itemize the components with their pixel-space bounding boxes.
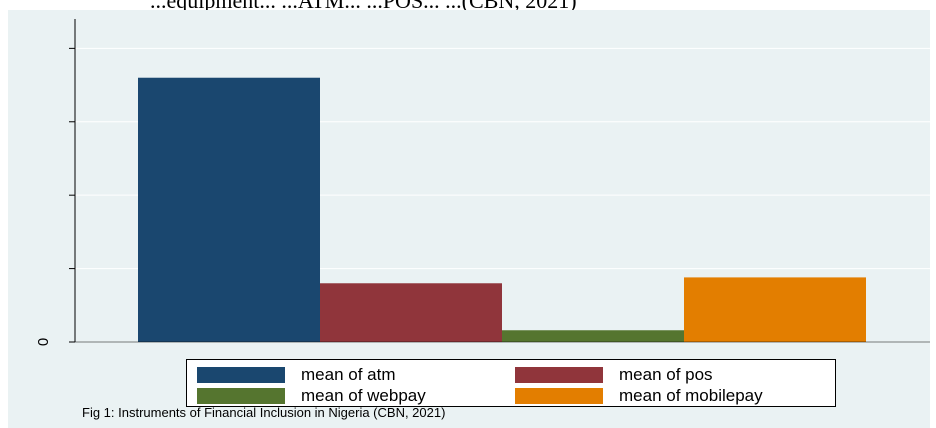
cut-off-top-text: ...equipment... ...ATM... ...POS... ...(… — [150, 0, 577, 14]
bar-mean-of-mobilepay — [684, 277, 866, 342]
legend-label-atm: mean of atm — [301, 365, 396, 384]
legend-swatch-pos — [515, 367, 603, 383]
bar-chart: 0 — [35, 19, 930, 346]
cut-off-top-text-content: ...equipment... ...ATM... ...POS... ...(… — [150, 0, 577, 13]
legend-label-mobilepay: mean of mobilepay — [619, 386, 763, 405]
legend-item-mobilepay: mean of mobilepay — [515, 386, 763, 406]
legend-item-webpay: mean of webpay — [197, 386, 426, 406]
legend-item-atm: mean of atm — [197, 365, 396, 385]
legend-swatch-mobilepay — [515, 388, 603, 404]
legend-label-webpay: mean of webpay — [301, 386, 426, 405]
chart-panel: 0 mean of atm mean of pos mean of webpay… — [8, 10, 930, 428]
legend-swatch-webpay — [197, 388, 285, 404]
y-tick-label: 0 — [35, 338, 52, 346]
bar-mean-of-webpay — [502, 330, 684, 342]
legend-swatch-atm — [197, 367, 285, 383]
legend-label-pos: mean of pos — [619, 365, 713, 384]
legend: mean of atm mean of pos mean of webpay m… — [186, 359, 836, 407]
legend-item-pos: mean of pos — [515, 365, 713, 385]
bar-mean-of-atm — [138, 77, 320, 343]
bars — [138, 77, 866, 343]
bar-mean-of-pos — [320, 283, 502, 342]
y-ticks: 0 — [35, 47, 75, 346]
figure-caption: Fig 1: Instruments of Financial Inclusio… — [82, 405, 446, 420]
